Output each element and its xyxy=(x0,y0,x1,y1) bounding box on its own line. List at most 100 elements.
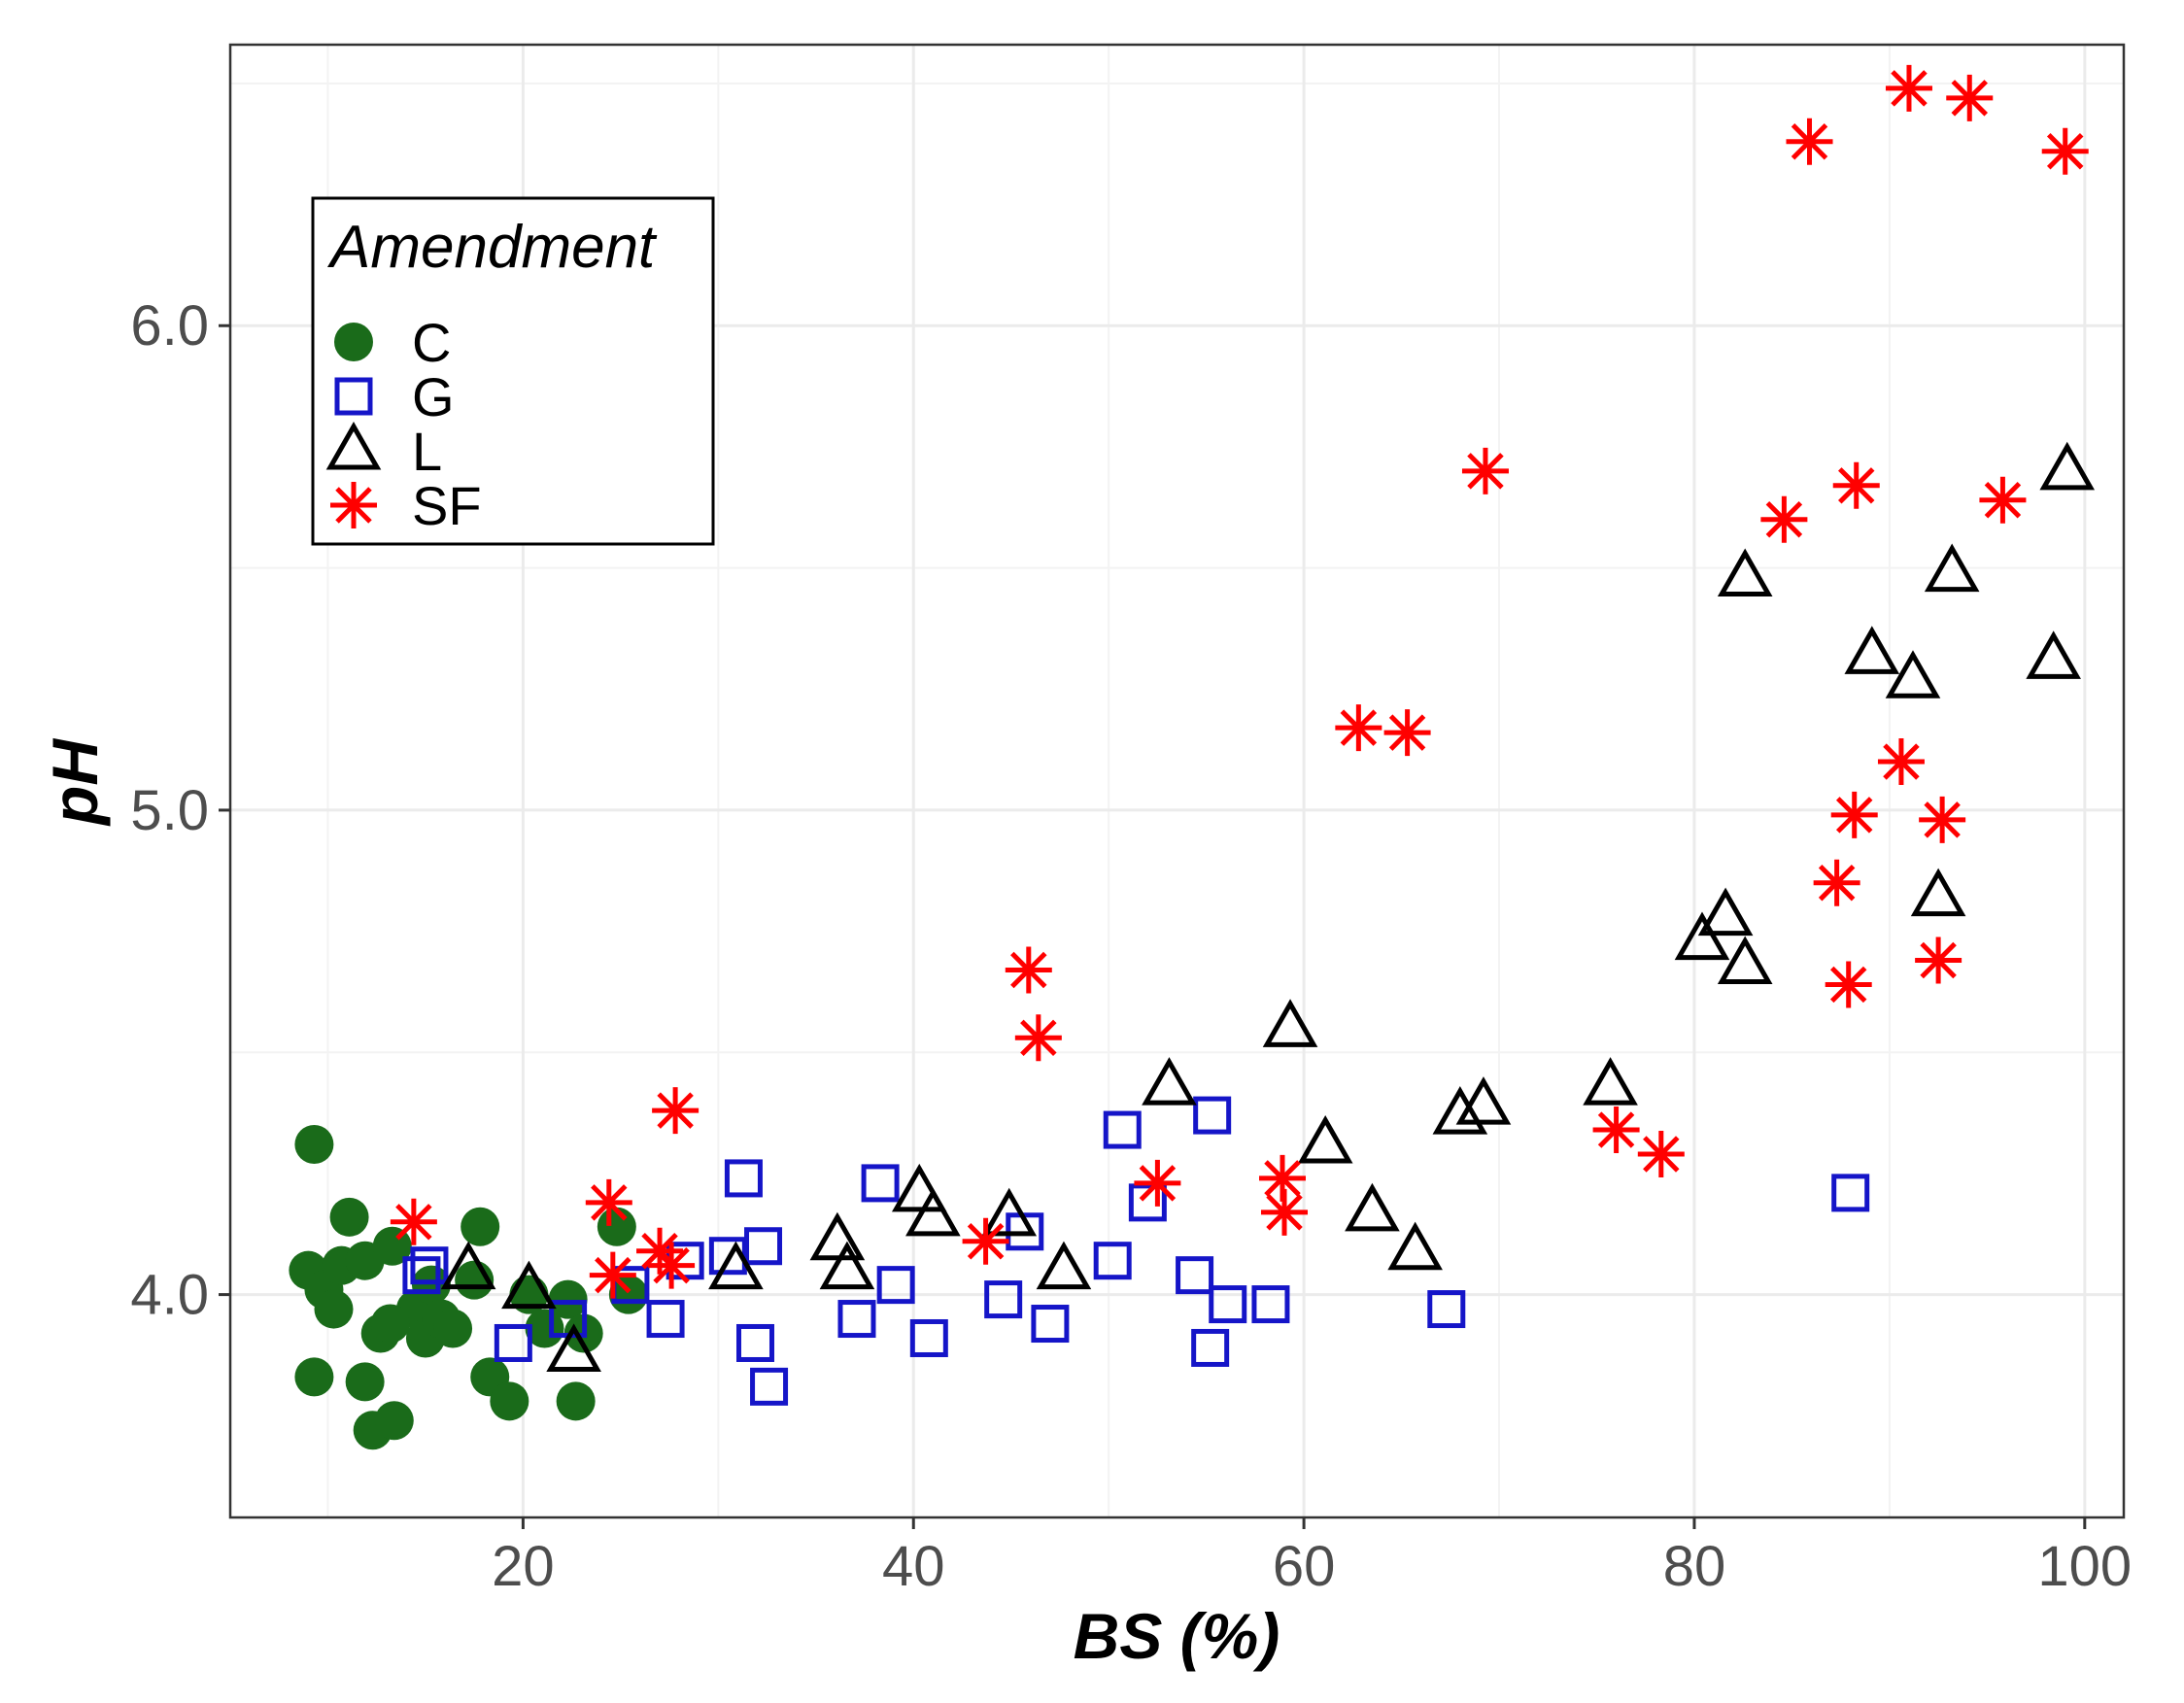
point-c xyxy=(370,1304,410,1344)
point-g xyxy=(1093,1242,1132,1280)
legend-item-sf: SF xyxy=(330,475,482,536)
point-l xyxy=(981,1187,1038,1237)
point-sf xyxy=(1979,476,2027,524)
point-g xyxy=(1191,1328,1230,1367)
point-c xyxy=(345,1362,385,1402)
asterisk-stroke xyxy=(1467,453,1504,490)
point-sf xyxy=(1637,1130,1685,1177)
point-g xyxy=(1031,1305,1070,1344)
x-tick-label: 20 xyxy=(492,1535,555,1598)
asterisk-stroke xyxy=(1920,941,1957,979)
legend-label: C xyxy=(412,312,451,373)
point-g xyxy=(744,1227,783,1266)
point-l xyxy=(1583,1057,1638,1106)
point-l xyxy=(891,1163,947,1212)
data-points xyxy=(289,64,2096,1450)
asterisk-stroke xyxy=(1264,1160,1301,1197)
asterisk-stroke xyxy=(1139,1165,1177,1202)
point-l xyxy=(1844,626,1900,674)
y-axis-title: pH xyxy=(39,738,111,827)
point-sf xyxy=(1261,1188,1309,1236)
point-c xyxy=(411,1265,451,1305)
asterisk-stroke xyxy=(1829,966,1867,1004)
point-l xyxy=(501,1260,557,1310)
point-g xyxy=(1193,1096,1232,1135)
point-l xyxy=(2039,441,2096,491)
asterisk-stroke xyxy=(967,1223,1005,1260)
point-c xyxy=(556,1381,596,1421)
point-g xyxy=(837,1300,876,1339)
point-c xyxy=(294,1125,334,1165)
point-c xyxy=(314,1289,354,1329)
legend-box xyxy=(311,196,715,546)
point-sf xyxy=(1825,961,1872,1008)
point-sf xyxy=(1383,709,1431,757)
series-c xyxy=(289,1125,648,1450)
asterisk-stroke xyxy=(595,1256,631,1294)
point-g xyxy=(1427,1290,1466,1329)
asterisk-stroke xyxy=(1020,1019,1057,1057)
legend-key-sf xyxy=(330,482,377,528)
panel-border xyxy=(228,43,2126,1519)
point-sf xyxy=(1813,859,1860,906)
asterisk-stroke xyxy=(335,487,372,524)
point-l xyxy=(1885,650,1941,698)
asterisk-stroke xyxy=(395,1204,432,1241)
legend-item-g: G xyxy=(334,366,455,427)
point-sf xyxy=(1885,64,1932,112)
x-tick-label: 40 xyxy=(882,1535,945,1598)
legend-item-c: C xyxy=(334,312,451,373)
point-l xyxy=(1697,887,1754,937)
asterisk-stroke xyxy=(1924,801,1961,838)
point-g xyxy=(724,1159,763,1198)
asterisk-stroke xyxy=(2046,132,2084,170)
point-sf xyxy=(1005,946,1052,994)
asterisk-stroke xyxy=(591,1184,628,1221)
asterisk-stroke xyxy=(1340,709,1378,746)
point-l xyxy=(1297,1114,1353,1164)
x-tick-label: 80 xyxy=(1663,1535,1726,1598)
point-l xyxy=(1262,999,1318,1047)
point-g xyxy=(750,1367,789,1406)
asterisk-stroke xyxy=(1791,122,1828,160)
point-c xyxy=(374,1401,414,1441)
point-g xyxy=(1209,1285,1247,1324)
point-g xyxy=(494,1323,532,1362)
point-sf xyxy=(648,1242,696,1289)
x-tick-label: 100 xyxy=(2037,1535,2132,1598)
point-g xyxy=(1831,1174,1870,1212)
point-sf xyxy=(1461,447,1509,494)
asterisk-stroke xyxy=(1818,864,1856,902)
point-sf xyxy=(1760,495,1808,543)
point-l xyxy=(1455,1076,1512,1125)
asterisk-stroke xyxy=(1984,482,2022,519)
point-sf xyxy=(962,1217,1009,1265)
asterisk-stroke xyxy=(1883,743,1920,780)
point-c xyxy=(461,1207,500,1246)
point-g xyxy=(410,1246,449,1285)
asterisk-stroke xyxy=(1010,951,1047,989)
point-g xyxy=(1103,1110,1142,1149)
point-sf xyxy=(652,1087,700,1135)
point-sf xyxy=(1919,796,1966,843)
y-tick-label: 6.0 xyxy=(130,294,209,358)
y-tick-label: 5.0 xyxy=(130,779,209,842)
point-l xyxy=(1924,543,1980,593)
point-sf xyxy=(1915,937,1962,984)
point-l xyxy=(546,1323,601,1372)
legend-key-g xyxy=(334,377,373,416)
point-g xyxy=(402,1256,441,1295)
asterisk-stroke xyxy=(1951,80,1989,117)
point-sf xyxy=(1592,1107,1640,1154)
point-c xyxy=(490,1381,529,1421)
point-c xyxy=(433,1309,473,1348)
y-axis-ticks: 4.0 5.0 6.0 xyxy=(130,294,230,1327)
point-l xyxy=(1387,1221,1443,1271)
point-g xyxy=(1251,1285,1290,1324)
point-l xyxy=(1432,1086,1488,1135)
legend-key-l xyxy=(325,421,382,470)
legend-label: L xyxy=(412,421,442,482)
asterisk-stroke xyxy=(1765,500,1803,538)
series-l xyxy=(440,441,2096,1372)
